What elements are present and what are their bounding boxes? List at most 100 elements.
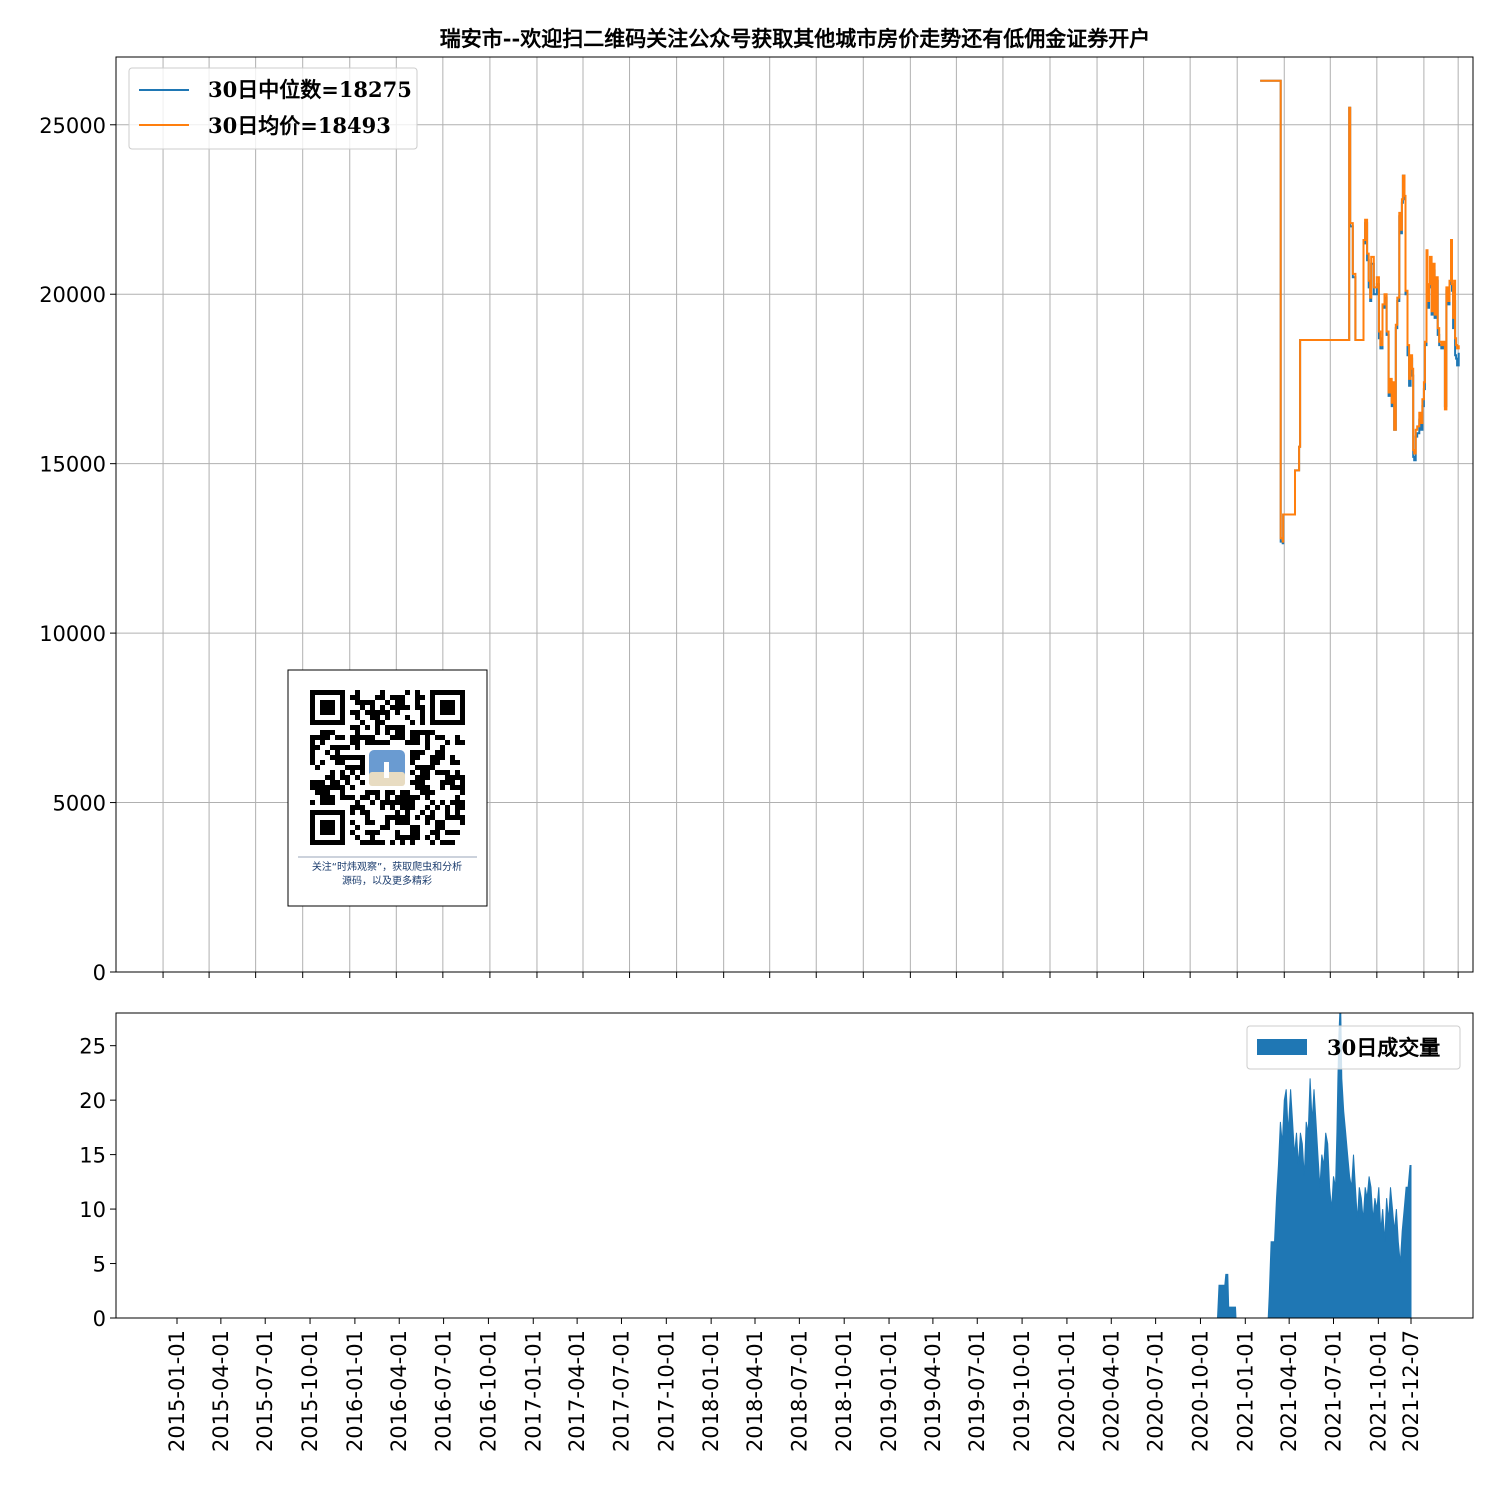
qr-module bbox=[350, 765, 355, 770]
qr-module bbox=[330, 770, 335, 775]
volume-x-axis: 2015-01-01 2015-04-01 2015-07-01 2015-10-01… bbox=[165, 1318, 1423, 1452]
qr-module bbox=[310, 760, 315, 765]
qr-module bbox=[365, 710, 370, 715]
qr-module bbox=[455, 775, 460, 780]
qr-module bbox=[385, 700, 390, 705]
qr-module bbox=[415, 700, 420, 705]
qr-module bbox=[395, 705, 400, 710]
volume-series bbox=[1216, 1012, 1412, 1319]
qr-module bbox=[350, 820, 355, 825]
qr-module bbox=[440, 735, 445, 740]
qr-module bbox=[395, 815, 400, 820]
qr-finder-center bbox=[320, 820, 335, 835]
qr-module bbox=[370, 715, 375, 720]
qr-module bbox=[430, 810, 435, 815]
volume-x-tick-label: 2016-01-01 bbox=[343, 1330, 367, 1452]
qr-module bbox=[395, 820, 400, 825]
price-y-tick-label: 20000 bbox=[39, 283, 106, 307]
qr-module bbox=[415, 690, 420, 695]
qr-module bbox=[395, 700, 400, 705]
qr-code-image bbox=[310, 690, 465, 845]
volume-x-tick-label: 2016-07-01 bbox=[432, 1330, 456, 1452]
price-y-tick-label: 25000 bbox=[39, 114, 106, 138]
qr-module bbox=[320, 760, 325, 765]
qr-module bbox=[400, 840, 405, 845]
volume-axes-frame bbox=[115, 1012, 1474, 1319]
qr-module bbox=[380, 690, 385, 695]
legend-label-volume: 30日成交量 bbox=[1327, 1035, 1440, 1060]
qr-module bbox=[370, 820, 375, 825]
qr-module bbox=[335, 750, 340, 755]
qr-module bbox=[360, 760, 365, 765]
qr-module bbox=[445, 805, 450, 810]
qr-module bbox=[325, 790, 330, 795]
qr-module bbox=[460, 785, 465, 790]
qr-module bbox=[335, 755, 340, 760]
qr-module bbox=[395, 830, 400, 835]
qr-module bbox=[415, 835, 420, 840]
qr-module bbox=[445, 830, 450, 835]
qr-module bbox=[390, 815, 395, 820]
qr-module bbox=[330, 755, 335, 760]
qr-module bbox=[330, 775, 335, 780]
volume-x-tick-label: 2017-01-01 bbox=[521, 1330, 545, 1452]
qr-module bbox=[330, 800, 335, 805]
qr-module bbox=[420, 785, 425, 790]
qr-module bbox=[430, 755, 435, 760]
qr-module bbox=[460, 780, 465, 785]
qr-module bbox=[425, 795, 430, 800]
qr-module bbox=[340, 775, 345, 780]
volume-x-tick-label: 2019-07-01 bbox=[965, 1330, 989, 1452]
qr-module bbox=[415, 735, 420, 740]
qr-module bbox=[415, 830, 420, 835]
volume-area bbox=[1216, 1012, 1412, 1319]
qr-module bbox=[385, 790, 390, 795]
qr-module bbox=[395, 795, 400, 800]
qr-module bbox=[340, 770, 345, 775]
qr-module bbox=[405, 810, 410, 815]
qr-module bbox=[440, 745, 445, 750]
qr-module bbox=[405, 705, 410, 710]
qr-module bbox=[375, 790, 380, 795]
qr-module bbox=[390, 790, 395, 795]
qr-module bbox=[400, 730, 405, 735]
price-axes-frame bbox=[115, 56, 1474, 973]
qr-module bbox=[445, 780, 450, 785]
qr-module bbox=[440, 780, 445, 785]
qr-module bbox=[325, 735, 330, 740]
qr-module bbox=[355, 695, 360, 700]
chart-title: 瑞安市--欢迎扫二维码关注公众号获取其他城市房价走势还有低佣金证券开户 bbox=[440, 26, 1150, 51]
qr-module bbox=[365, 840, 370, 845]
qr-module bbox=[370, 710, 375, 715]
qr-caption-line-1: 关注“时炜观察”，获取爬虫和分析 bbox=[312, 860, 462, 873]
qr-module bbox=[360, 805, 365, 810]
volume-x-tick-label: 2019-01-01 bbox=[877, 1330, 901, 1452]
qr-module bbox=[355, 735, 360, 740]
qr-module bbox=[355, 825, 360, 830]
volume-x-tick-label: 2017-10-01 bbox=[654, 1330, 678, 1452]
qr-module bbox=[395, 695, 400, 700]
qr-module bbox=[435, 750, 440, 755]
qr-module bbox=[455, 735, 460, 740]
qr-module bbox=[325, 750, 330, 755]
qr-module bbox=[390, 735, 395, 740]
qr-module bbox=[320, 735, 325, 740]
qr-module bbox=[380, 705, 385, 710]
qr-module bbox=[460, 800, 465, 805]
volume-y-axis: 0 5 10 15 20 25 bbox=[79, 1035, 116, 1331]
qr-module bbox=[455, 810, 460, 815]
qr-module bbox=[420, 770, 425, 775]
qr-module bbox=[340, 755, 345, 760]
qr-module bbox=[335, 780, 340, 785]
qr-module bbox=[355, 700, 360, 705]
qr-module bbox=[360, 840, 365, 845]
qr-module bbox=[400, 790, 405, 795]
volume-x-tick-label: 2021-12-07 bbox=[1399, 1330, 1423, 1452]
qr-module bbox=[410, 735, 415, 740]
qr-module bbox=[380, 825, 385, 830]
qr-module bbox=[355, 755, 360, 760]
qr-module bbox=[365, 795, 370, 800]
qr-module bbox=[360, 795, 365, 800]
qr-module bbox=[360, 765, 365, 770]
